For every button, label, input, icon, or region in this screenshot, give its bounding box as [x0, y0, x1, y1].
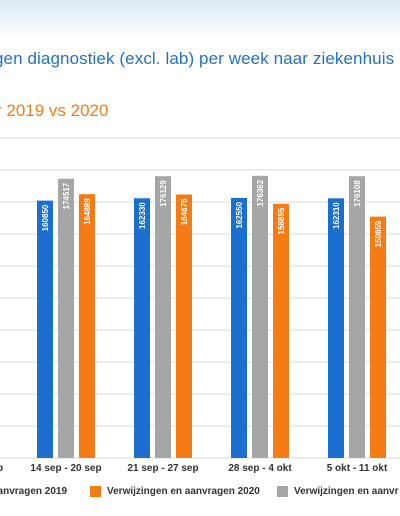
data-label: 176362 [256, 179, 265, 206]
data-label: 164675 [180, 198, 189, 225]
data-label: 158895 [277, 207, 286, 234]
bar-2020 [370, 216, 386, 458]
bar-grey [252, 175, 268, 458]
bar-2019 [328, 198, 344, 458]
legend-item-grey: Verwijzingen en aanvr [277, 486, 398, 497]
legend-label-grey: Verwijzingen en aanvr [294, 486, 399, 497]
data-label: 162330 [138, 202, 147, 229]
data-label: 174517 [62, 182, 71, 209]
x-tick-label: 21 sep - 27 sep [127, 463, 198, 474]
data-label: 176129 [159, 180, 168, 207]
data-label: 160850 [41, 204, 50, 231]
bar-grey [349, 176, 365, 458]
x-tick-label: 14 sep - 20 sep [30, 463, 101, 474]
legend-item-2020: Verwijzingen en aanvragen 2020 [90, 486, 260, 497]
legend-item-2019: aanvragen 2019 [0, 486, 67, 497]
data-label: 176108 [353, 180, 362, 207]
data-label: 164889 [83, 198, 92, 225]
data-label: 150859 [374, 220, 383, 247]
bar-2019 [37, 200, 53, 458]
x-axis-tick-labels: p 14 sep - 20 sep 21 sep - 27 sep 28 sep - … [0, 463, 388, 474]
legend-swatch-2020 [90, 486, 101, 497]
bar-2019 [134, 198, 150, 458]
bar-2019 [231, 197, 247, 459]
chart-title: gen diagnostiek (excl. lab) per week naa… [0, 49, 395, 68]
x-tick-label: p [0, 463, 3, 474]
bar-2020 [79, 194, 95, 458]
bar-grey [155, 176, 171, 458]
bar-2020 [273, 203, 289, 458]
bar-2020 [176, 194, 192, 458]
legend-label-2019: aanvragen 2019 [0, 486, 68, 497]
data-label: 162310 [332, 202, 341, 229]
legend-swatch-grey [277, 486, 288, 497]
legend-label-2020: Verwijzingen en aanvragen 2020 [107, 486, 260, 497]
header-background [0, 0, 400, 40]
chart-legend: aanvragen 2019 Verwijzingen en aanvragen… [0, 486, 400, 506]
bars [37, 175, 386, 459]
data-label: 162550 [235, 201, 244, 228]
x-tick-label: 28 sep - 4 okt [228, 463, 292, 474]
x-tick-label: 5 okt - 11 okt [327, 463, 388, 474]
data-labels: 160850 162330 162550 162310 174517 176129 1763… [41, 179, 383, 247]
bar-grey [58, 178, 74, 458]
chart-subtitle: r 2019 vs 2020 [0, 101, 109, 120]
